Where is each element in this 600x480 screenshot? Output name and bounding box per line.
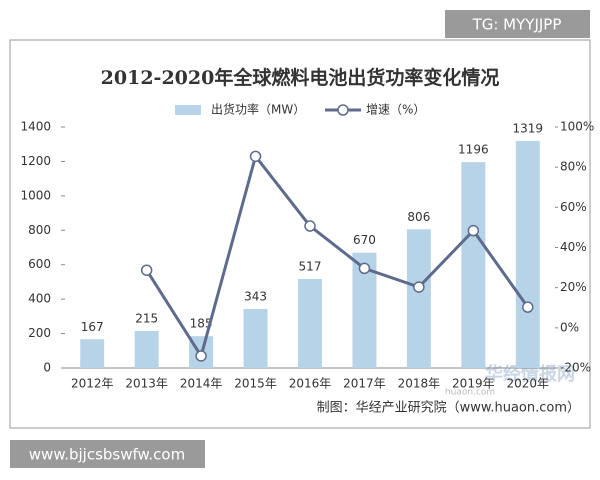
legend-swatch <box>175 105 201 115</box>
y-tick-label: 600 <box>28 257 51 271</box>
data-label: 215 <box>135 311 158 325</box>
legend-label: 出货功率（MW） <box>211 102 305 117</box>
line <box>145 153 530 360</box>
line-marker <box>140 264 153 276</box>
y-tick-label: 200 <box>28 326 51 340</box>
y-tick-label: 1200 <box>20 154 51 168</box>
y-tick-label: 0 <box>43 361 51 375</box>
y2-tick-label: 60% <box>560 200 587 214</box>
line-marker <box>249 150 262 163</box>
data-label: 1196 <box>458 143 489 157</box>
data-label: 517 <box>299 260 322 274</box>
y2-tick-label: -20% <box>560 361 591 375</box>
chart-title: 2012-2020年全球燃料电池出货功率变化情况 <box>101 66 500 89</box>
y-tick-label: 1400 <box>20 120 51 134</box>
legend-label: 增速（%） <box>366 103 425 117</box>
data-label: 1319 <box>513 121 544 135</box>
bar <box>461 162 486 368</box>
x-tick-label: 2013年 <box>125 377 168 391</box>
line-marker <box>467 224 480 237</box>
bar <box>298 279 322 368</box>
data-label: 167 <box>81 320 104 334</box>
line-marker <box>522 301 534 313</box>
y2-tick-label: 20% <box>560 280 587 294</box>
bar <box>515 140 540 368</box>
bar <box>352 252 377 368</box>
x-tick-label: 2015年 <box>234 377 277 391</box>
line-marker <box>413 281 425 293</box>
x-tick-label: 2018年 <box>398 377 441 391</box>
data-label: 670 <box>353 233 376 247</box>
line-marker <box>195 350 207 362</box>
bar <box>243 308 268 368</box>
y-tick-label: 1000 <box>20 188 51 202</box>
data-label: 343 <box>244 289 267 303</box>
y2-tick-label: 40% <box>560 240 587 254</box>
bar <box>80 339 105 368</box>
watermark-url: huaon.com <box>445 388 495 398</box>
data-label: 185 <box>190 317 213 331</box>
tag-box <box>445 10 590 38</box>
bar <box>134 330 159 368</box>
x-tick-label: 2019年 <box>452 377 495 391</box>
site-box <box>10 440 205 468</box>
legend-swatch <box>337 104 349 116</box>
x-tick-label: 2012年 <box>71 377 114 391</box>
site-text: www.bjjcsbswfw.com <box>29 446 185 464</box>
y-tick-label: 400 <box>28 292 51 306</box>
x-tick-label: 2020年 <box>507 377 550 391</box>
x-tick-label: 2014年 <box>180 377 223 391</box>
bar <box>406 229 431 368</box>
line-marker <box>304 220 316 232</box>
y2-tick-label: 0% <box>560 320 579 334</box>
source: 制图：华经产业研究院（www.huaon.com） <box>317 401 580 416</box>
y2-tick-label: 100% <box>560 120 594 134</box>
line-marker <box>358 262 371 275</box>
y-tick-label: 800 <box>28 223 51 237</box>
x-tick-label: 2017年 <box>343 377 386 391</box>
x-tick-label: 2016年 <box>289 377 332 391</box>
y2-tick-label: 80% <box>560 160 587 174</box>
tag-text: TG: MYYJJPP <box>472 16 562 34</box>
data-label: 806 <box>407 210 430 224</box>
